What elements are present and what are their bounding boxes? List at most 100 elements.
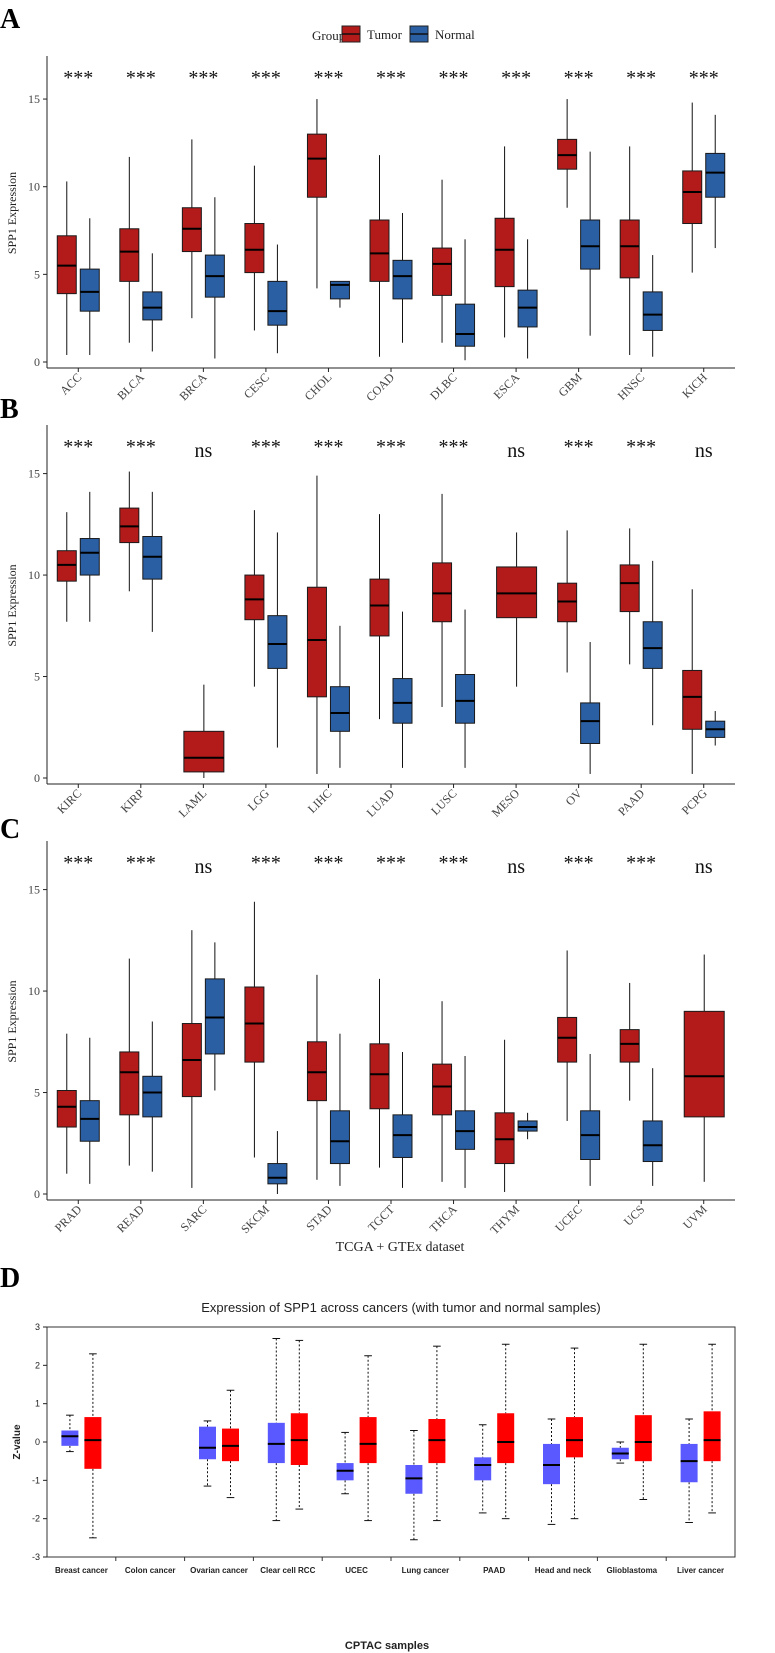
box-tumor (497, 1343, 515, 1520)
y-axis-label: SPP1 Expression (5, 172, 19, 254)
x-tick-label: UCEC (345, 1566, 368, 1575)
box-tumor (369, 514, 390, 720)
box-iqr (369, 578, 390, 637)
box-iqr (244, 986, 265, 1063)
box-iqr (329, 686, 350, 732)
box-iqr (682, 170, 703, 225)
y-tick-label: 15 (28, 92, 40, 106)
box-iqr (79, 1100, 100, 1142)
significance-label: *** (126, 852, 156, 874)
significance-label: *** (376, 852, 406, 874)
box-tumor (557, 950, 578, 1121)
box-iqr (432, 1063, 453, 1116)
box-tumor (56, 512, 77, 622)
significance-label: *** (313, 436, 343, 458)
category-acc: ACC *** (56, 67, 100, 398)
box-iqr (494, 1112, 515, 1165)
x-tick-label: STAD (303, 1202, 335, 1234)
panel-label: D (0, 1263, 20, 1294)
category-liver-cancer: Liver cancer (665, 1343, 724, 1575)
box-iqr (204, 978, 225, 1055)
box-iqr (455, 674, 476, 724)
legend: Group Tumor Normal (312, 25, 475, 43)
box-tumor (181, 930, 202, 1188)
legend-title: Group (312, 28, 345, 43)
box-normal (517, 239, 538, 359)
box-normal (329, 1033, 350, 1186)
category-prad: PRAD *** (52, 852, 100, 1235)
box-iqr (142, 536, 163, 580)
category-meso: MESO ns (489, 440, 538, 820)
box-tumor (432, 493, 453, 707)
category-coad: COAD *** (363, 67, 413, 404)
box-normal (642, 255, 663, 357)
box-normal (267, 1338, 285, 1522)
box-normal (79, 491, 100, 622)
y-tick-label: -3 (32, 1552, 40, 1562)
x-tick-label: CHOL (302, 370, 335, 403)
significance-label: ns (695, 440, 713, 462)
category-dlbc: DLBC *** (427, 67, 476, 403)
box-normal (543, 1418, 560, 1525)
box-iqr (142, 1075, 163, 1118)
legend-entries: Tumor Normal (341, 25, 475, 43)
box-tumor (369, 155, 390, 357)
x-tick-label: Lung cancer (402, 1566, 450, 1575)
x-tick-label: BRCA (176, 370, 209, 403)
box-iqr (474, 1457, 492, 1481)
box-tumor (359, 1355, 377, 1522)
panel-a: A 0 5 10 15 SPP1 Expression ACC *** BLCA *** BRCA *… (0, 4, 735, 404)
box-normal (680, 1418, 698, 1523)
significance-label: *** (63, 67, 93, 89)
x-tick-label: READ (114, 1202, 147, 1235)
box-normal (455, 609, 476, 768)
box-normal (61, 1414, 79, 1453)
box-normal (204, 942, 225, 1091)
panel-b: B 0 5 10 15 SPP1 Expression KIRC *** KIRP *** LAML… (0, 394, 735, 820)
box-iqr (496, 566, 538, 619)
box-tumor (494, 1039, 515, 1192)
box-iqr (392, 259, 413, 300)
box-iqr (497, 1413, 515, 1464)
box-iqr (267, 615, 288, 669)
box-tumor (619, 146, 640, 355)
box-normal (142, 1021, 163, 1172)
box-iqr (705, 152, 726, 198)
box-tumor (369, 978, 390, 1168)
box-iqr (494, 217, 515, 288)
box-iqr (306, 586, 327, 698)
significance-label: *** (564, 67, 594, 89)
box-normal (267, 532, 288, 748)
box-normal (329, 625, 350, 768)
box-tumor (683, 954, 725, 1182)
significance-label: *** (564, 436, 594, 458)
box-normal (455, 1056, 476, 1188)
box-iqr (566, 1417, 583, 1458)
box-tumor (183, 684, 225, 778)
box-normal (142, 491, 163, 632)
category-thca: THCA *** (427, 852, 476, 1235)
x-tick-label: PRAD (52, 1202, 85, 1235)
category-laml: LAML ns (176, 440, 225, 820)
category-ovarian-cancer: Ovarian cancer (184, 1389, 248, 1575)
box-normal (580, 151, 601, 336)
y-tick-label: 1 (35, 1399, 40, 1409)
x-tick-label: PCPG (679, 786, 710, 817)
y-tick-label: 3 (35, 1322, 40, 1332)
box-iqr (517, 1120, 538, 1132)
y-tick-label: 10 (28, 180, 40, 194)
panel-d: D Expression of SPP1 across cancers (with… (0, 1263, 736, 1652)
box-tumor (244, 510, 265, 687)
x-tick-label: Head and neck (535, 1566, 592, 1575)
box-tumor (222, 1389, 239, 1499)
significance-label: *** (251, 852, 281, 874)
box-iqr (61, 1430, 79, 1446)
box-tumor (119, 958, 140, 1166)
box-iqr (432, 247, 453, 296)
box-normal (267, 1131, 288, 1194)
box-iqr (56, 1090, 77, 1128)
box-normal (580, 642, 601, 774)
y-tick-label: 15 (28, 883, 40, 897)
category-glioblastoma: Glioblastoma (596, 1343, 658, 1575)
x-tick-label: COAD (363, 370, 397, 404)
